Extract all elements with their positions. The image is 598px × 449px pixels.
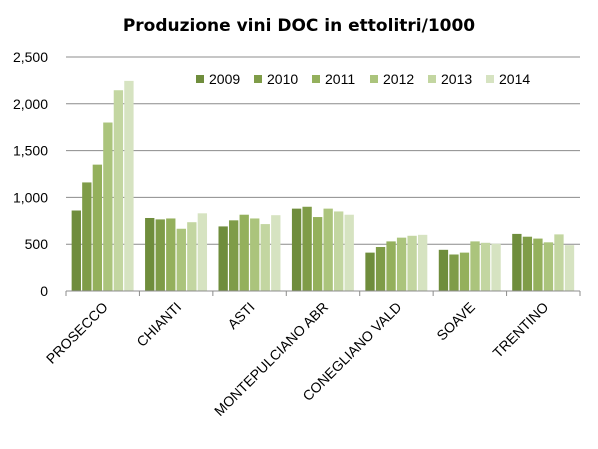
x-tick-label: TRENTINO xyxy=(489,299,551,361)
legend-label: 2010 xyxy=(267,71,298,87)
bar xyxy=(239,214,249,291)
bar xyxy=(82,182,92,291)
bar xyxy=(218,226,228,291)
legend: 2009 2010 2011 2012 2013 2014 xyxy=(196,71,530,87)
bar xyxy=(166,218,176,291)
legend-swatch xyxy=(370,75,378,83)
bar xyxy=(323,208,333,291)
bar xyxy=(417,234,428,291)
x-tick-label: CHIANTI xyxy=(133,299,184,350)
bar xyxy=(124,80,134,291)
bar xyxy=(271,215,281,291)
bar xyxy=(396,237,407,291)
bar xyxy=(71,210,81,291)
bar xyxy=(145,217,155,291)
bar xyxy=(554,234,564,291)
bar xyxy=(522,236,533,291)
bar xyxy=(512,233,522,291)
bar xyxy=(449,254,459,291)
bar xyxy=(438,249,449,291)
bar xyxy=(176,228,186,291)
x-axis xyxy=(65,290,581,296)
bar xyxy=(155,219,165,291)
bar xyxy=(229,220,239,291)
x-tick-label: SOAVE xyxy=(433,299,478,344)
bar xyxy=(334,211,344,291)
bar xyxy=(344,214,354,291)
legend-swatch xyxy=(196,75,204,83)
y-tick-label: 2,000 xyxy=(13,96,48,112)
bar xyxy=(491,243,501,291)
bar xyxy=(197,213,208,291)
bar xyxy=(302,206,312,291)
legend-label: 2011 xyxy=(325,71,355,87)
bar xyxy=(375,247,386,291)
legend-label: 2013 xyxy=(441,71,472,87)
y-tick-label: 1,000 xyxy=(13,189,48,205)
y-tick-label: 1,500 xyxy=(13,143,48,159)
legend-swatch xyxy=(428,75,436,83)
bar xyxy=(480,242,491,291)
legend-swatch xyxy=(254,75,262,83)
y-axis-ticks: 0 500 1,000 1,500 2,000 2,500 xyxy=(13,49,48,299)
bar xyxy=(250,218,260,291)
legend-label: 2014 xyxy=(499,71,530,87)
bar xyxy=(459,252,470,291)
bar xyxy=(365,252,375,291)
legend-swatch xyxy=(312,75,320,83)
bar xyxy=(260,224,270,291)
y-tick-label: 500 xyxy=(25,236,49,252)
legend-swatch xyxy=(486,75,494,83)
bars xyxy=(71,80,575,292)
chart-title: Produzione vini DOC in ettolitri/1000 xyxy=(123,16,475,36)
bar xyxy=(291,208,302,291)
bar xyxy=(187,222,197,291)
bar xyxy=(564,245,575,291)
y-tick-label: 0 xyxy=(40,283,48,299)
legend-label: 2009 xyxy=(209,71,240,87)
bar xyxy=(386,241,396,291)
bar xyxy=(543,242,554,291)
bar xyxy=(312,217,323,291)
bar xyxy=(113,90,124,291)
y-tick-label: 2,500 xyxy=(13,49,48,65)
bar xyxy=(103,122,113,292)
bar xyxy=(407,235,417,291)
legend-label: 2012 xyxy=(383,71,414,87)
bar xyxy=(92,164,103,291)
x-tick-label: ASTI xyxy=(224,299,257,332)
x-tick-label: PROSECCO xyxy=(43,299,111,367)
bar xyxy=(470,241,480,291)
bar xyxy=(533,238,543,291)
